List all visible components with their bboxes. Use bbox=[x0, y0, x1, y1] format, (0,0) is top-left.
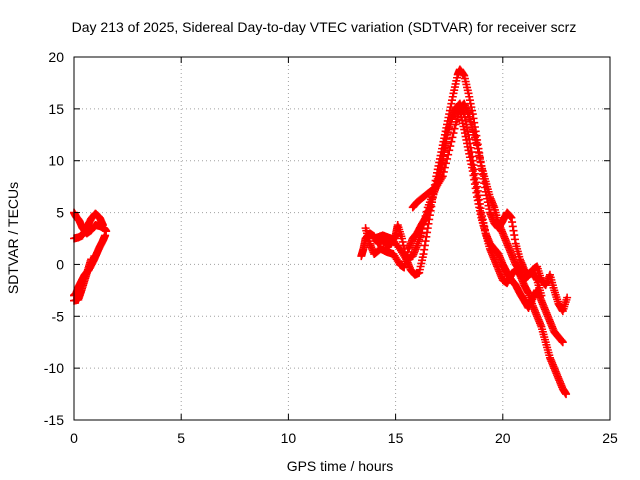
x-tick-label: 20 bbox=[495, 430, 511, 446]
x-tick-label: 15 bbox=[388, 430, 404, 446]
x-tick-label: 25 bbox=[602, 430, 618, 446]
x-axis-label: GPS time / hours bbox=[287, 458, 394, 474]
series-late-c bbox=[370, 104, 571, 399]
x-tick-label: 5 bbox=[177, 430, 185, 446]
y-tick-label: 20 bbox=[48, 49, 64, 65]
data-series bbox=[70, 65, 572, 399]
axis-ticks bbox=[73, 56, 611, 421]
data-point-markers bbox=[370, 104, 571, 399]
chart-title: Day 213 of 2025, Sidereal Day-to-day VTE… bbox=[72, 19, 577, 35]
y-tick-label: 0 bbox=[56, 256, 64, 272]
plot-frame bbox=[73, 56, 611, 421]
grid-lines bbox=[74, 57, 610, 420]
x-tick-label: 10 bbox=[281, 430, 297, 446]
tick-labels: 0 5 10 15 20 25 -15 -10 -5 0 5 10 15 20 bbox=[44, 49, 618, 446]
y-tick-label: 10 bbox=[48, 153, 64, 169]
y-tick-label: -5 bbox=[52, 308, 65, 324]
y-tick-label: 5 bbox=[56, 205, 64, 221]
series-late-d bbox=[408, 99, 546, 300]
x-tick-label: 0 bbox=[70, 430, 78, 446]
data-point-markers bbox=[408, 99, 546, 300]
y-tick-label: -10 bbox=[44, 360, 64, 376]
y-tick-label: -15 bbox=[44, 412, 64, 428]
y-axis-label: SDTVAR / TECUs bbox=[5, 182, 21, 294]
y-tick-label: 15 bbox=[48, 101, 64, 117]
